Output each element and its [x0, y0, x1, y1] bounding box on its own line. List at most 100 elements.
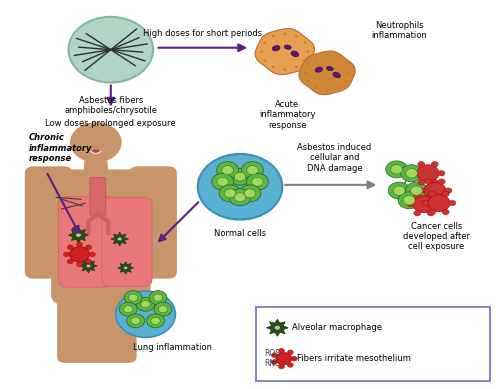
Circle shape [70, 247, 89, 262]
Circle shape [239, 185, 261, 202]
Circle shape [224, 189, 236, 198]
Circle shape [306, 51, 310, 53]
Circle shape [393, 186, 405, 195]
Circle shape [418, 188, 425, 193]
Circle shape [272, 353, 278, 357]
Circle shape [398, 192, 420, 209]
Circle shape [264, 60, 266, 62]
Circle shape [418, 161, 425, 167]
Circle shape [307, 63, 310, 65]
Circle shape [217, 177, 228, 186]
Circle shape [76, 233, 81, 237]
Circle shape [326, 55, 328, 57]
Text: Normal cells: Normal cells [214, 229, 266, 238]
Circle shape [428, 210, 434, 216]
Circle shape [422, 200, 429, 206]
Text: Asbestos fibers
amphiboles/chrysotile: Asbestos fibers amphiboles/chrysotile [64, 96, 158, 116]
Text: Neutrophils
inflammation: Neutrophils inflammation [372, 21, 427, 40]
Polygon shape [118, 262, 134, 274]
Circle shape [418, 180, 425, 185]
Circle shape [276, 352, 292, 365]
Wedge shape [90, 150, 102, 154]
Circle shape [413, 196, 435, 213]
Circle shape [348, 72, 350, 74]
Circle shape [252, 177, 263, 186]
FancyBboxPatch shape [51, 169, 150, 305]
Circle shape [438, 170, 445, 176]
Text: ROS
RNS: ROS RNS [264, 349, 280, 368]
Circle shape [141, 301, 150, 308]
Circle shape [414, 210, 421, 216]
Circle shape [274, 326, 280, 330]
Circle shape [118, 237, 122, 241]
Circle shape [272, 66, 274, 68]
Circle shape [119, 302, 137, 316]
Circle shape [288, 363, 294, 367]
Circle shape [86, 264, 90, 268]
Ellipse shape [272, 46, 280, 51]
Polygon shape [80, 259, 98, 273]
Polygon shape [255, 28, 314, 75]
Circle shape [406, 168, 417, 178]
Circle shape [76, 242, 82, 247]
Circle shape [154, 302, 172, 316]
Polygon shape [299, 51, 355, 95]
Circle shape [149, 291, 167, 305]
Circle shape [449, 200, 456, 206]
Circle shape [424, 182, 446, 199]
Circle shape [307, 80, 310, 82]
Circle shape [304, 72, 306, 74]
Circle shape [288, 350, 294, 355]
Circle shape [431, 180, 438, 185]
Circle shape [417, 165, 439, 182]
Circle shape [295, 66, 298, 68]
Circle shape [295, 35, 298, 37]
Circle shape [431, 161, 438, 167]
Circle shape [124, 266, 128, 270]
Circle shape [198, 154, 282, 220]
Circle shape [406, 182, 427, 199]
Circle shape [272, 35, 274, 37]
Circle shape [438, 179, 445, 184]
Circle shape [68, 245, 73, 250]
Circle shape [64, 252, 70, 257]
Wedge shape [90, 149, 102, 154]
Circle shape [131, 317, 140, 324]
Text: High doses for short periods: High doses for short periods [143, 29, 262, 38]
Circle shape [70, 122, 122, 163]
Polygon shape [266, 319, 288, 336]
Circle shape [442, 191, 449, 197]
Circle shape [400, 165, 422, 182]
FancyBboxPatch shape [90, 177, 106, 216]
Circle shape [234, 193, 246, 202]
Circle shape [128, 294, 138, 301]
Circle shape [146, 314, 164, 328]
FancyBboxPatch shape [57, 283, 102, 363]
FancyBboxPatch shape [58, 196, 114, 287]
Circle shape [428, 193, 434, 198]
FancyBboxPatch shape [92, 283, 136, 363]
Circle shape [116, 291, 176, 337]
Circle shape [429, 191, 436, 197]
Circle shape [434, 202, 441, 207]
Circle shape [278, 349, 284, 353]
Circle shape [86, 259, 91, 264]
Circle shape [124, 291, 142, 305]
Circle shape [229, 189, 251, 206]
Circle shape [242, 162, 264, 179]
Circle shape [212, 173, 234, 190]
Ellipse shape [284, 45, 291, 49]
Circle shape [68, 259, 73, 264]
Circle shape [390, 165, 402, 174]
Circle shape [272, 360, 278, 364]
FancyBboxPatch shape [129, 166, 177, 279]
Circle shape [151, 317, 160, 324]
Circle shape [425, 179, 432, 184]
Ellipse shape [315, 67, 322, 72]
Polygon shape [84, 161, 108, 173]
Circle shape [410, 186, 422, 195]
Ellipse shape [333, 72, 340, 78]
Circle shape [336, 86, 340, 89]
Circle shape [326, 89, 328, 91]
Ellipse shape [291, 51, 299, 57]
